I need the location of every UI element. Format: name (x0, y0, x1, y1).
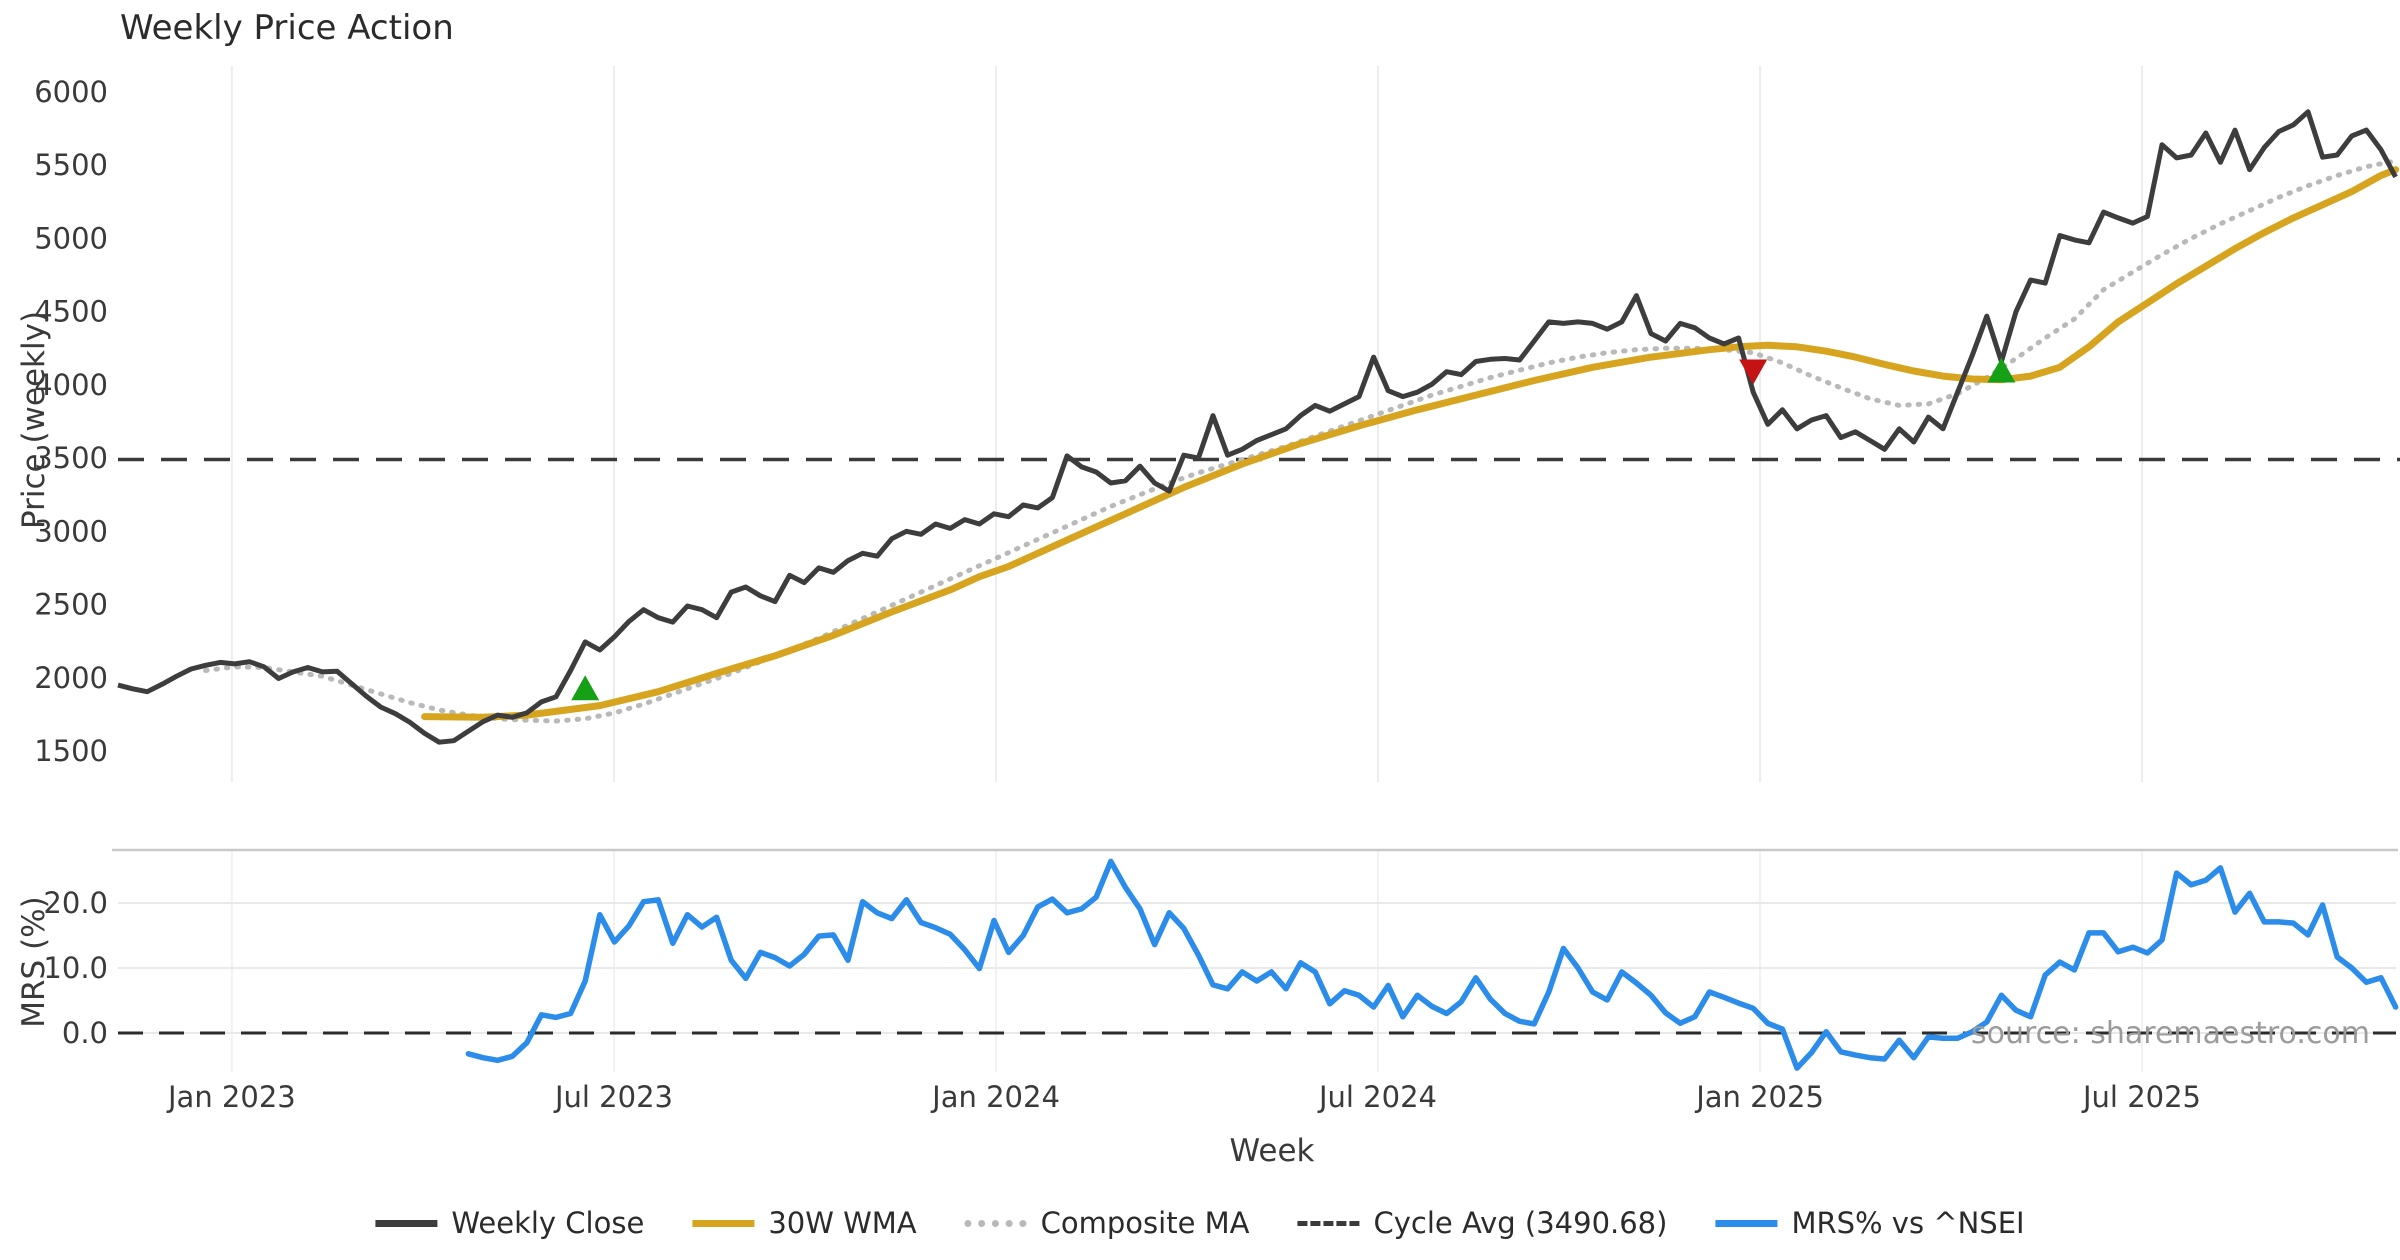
legend-sample-weekly-close (375, 1219, 438, 1227)
price-tick-label: 1500 (34, 734, 108, 768)
price-tick-label: 3500 (34, 441, 108, 475)
x-tick-label: Jan 2025 (1694, 1080, 1824, 1114)
x-tick-label: Jan 2023 (166, 1080, 296, 1114)
legend-item-30w-wma: 30W WMA (692, 1206, 917, 1240)
chart-title: Weekly Price Action (120, 8, 454, 48)
legend-item-mrs-vs-nsei: MRS% vs ^NSEI (1715, 1206, 2025, 1240)
mrs-tick-label: 20.0 (43, 886, 108, 920)
mrs-axis-label: MRS (%) (16, 896, 52, 1028)
mrs-tick-label: 0.0 (62, 1016, 108, 1050)
price-tick-label: 5500 (34, 148, 108, 182)
sell-marker (1739, 359, 1768, 385)
source-watermark: source: sharemaestro.com (1971, 1016, 2370, 1051)
price-tick-label: 6000 (34, 75, 108, 109)
legend-item-cycle-avg-3490-68: Cycle Avg (3490.68) (1297, 1206, 1668, 1240)
x-tick-label: Jul 2024 (1317, 1080, 1437, 1114)
legend-item-weekly-close: Weekly Close (375, 1206, 644, 1240)
price-tick-label: 2000 (34, 661, 108, 695)
x-tick-label: Jan 2024 (930, 1080, 1060, 1114)
wma30-line (421, 166, 2400, 721)
legend-label-mrs-vs-nsei: MRS% vs ^NSEI (1791, 1206, 2025, 1240)
buy-marker (1987, 357, 2016, 383)
price-tick-label: 5000 (34, 221, 108, 255)
legend-sample-mrs-vs-nsei (1715, 1219, 1778, 1227)
price-tick-label: 3000 (34, 514, 108, 548)
x-tick-label: Jul 2023 (553, 1080, 673, 1114)
legend-sample-30w-wma (692, 1219, 755, 1227)
x-axis-label: Week (1229, 1133, 1315, 1169)
price-tick-label: 4500 (34, 295, 108, 329)
legend-label-30w-wma: 30W WMA (768, 1206, 917, 1240)
buy-marker (571, 675, 600, 701)
price-tick-label: 4000 (34, 368, 108, 402)
legend-label-weekly-close: Weekly Close (451, 1206, 645, 1240)
price-axis-label: Price (weekly) (16, 310, 52, 530)
mrs-tick-label: 10.0 (43, 951, 108, 985)
weekly-close-line (117, 109, 2398, 745)
legend: Weekly Close 30W WMA Composite MA Cycle Avg… (375, 1206, 2025, 1240)
legend-sample-cycle-avg-3490-68 (1297, 1220, 1360, 1226)
legend-sample-composite-ma (964, 1219, 1027, 1227)
legend-label-cycle-avg-3490-68: Cycle Avg (3490.68) (1373, 1206, 1668, 1240)
mrs-line (465, 858, 2399, 1071)
x-tick-label: Jul 2025 (2081, 1080, 2201, 1114)
legend-label-composite-ma: Composite MA (1040, 1206, 1250, 1240)
legend-item-composite-ma: Composite MA (964, 1206, 1250, 1240)
price-tick-label: 2500 (34, 588, 108, 622)
